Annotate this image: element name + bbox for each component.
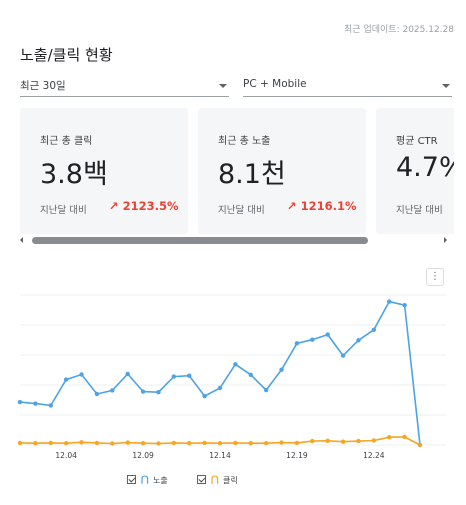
data-point — [187, 441, 192, 446]
card-compare-label: 지난달 대비 — [218, 205, 265, 216]
data-point — [140, 441, 146, 446]
data-point — [110, 441, 115, 446]
data-point — [171, 440, 177, 446]
data-point — [63, 441, 69, 446]
checkbox-checked-icon[interactable] — [127, 475, 136, 484]
x-tick-label: 12.04 — [55, 451, 77, 460]
data-point — [325, 438, 330, 443]
data-point — [233, 362, 238, 367]
line-chart: 12.04 12.09 12.14 12.19 12.24 — [17, 294, 446, 460]
data-point — [217, 441, 223, 446]
x-tick-label: 12.14 — [209, 451, 231, 460]
data-point — [387, 299, 392, 304]
data-point — [33, 441, 38, 446]
legend-label: 노출 — [153, 476, 168, 485]
data-point — [263, 387, 269, 393]
data-point — [248, 372, 253, 377]
data-point — [202, 440, 207, 446]
series-swatch-icon: ⋂ — [211, 475, 219, 485]
legend-item-impressions[interactable]: ⋂ 노출 — [127, 475, 177, 487]
more-vert-icon: ⋮ — [430, 271, 440, 282]
data-point — [248, 441, 253, 446]
data-point — [340, 439, 346, 444]
data-point — [356, 338, 361, 343]
data-point — [325, 332, 330, 337]
data-point — [171, 374, 177, 379]
horizontal-scrollbar-thumb[interactable] — [32, 237, 368, 244]
data-point — [33, 401, 38, 406]
page-title: 노출/클릭 현황 — [20, 46, 113, 64]
data-point — [17, 399, 23, 405]
legend-item-clicks[interactable]: ⋂ 클릭 — [197, 475, 247, 487]
data-point — [156, 390, 161, 395]
data-point — [340, 353, 346, 358]
data-point — [110, 388, 115, 393]
data-point — [417, 442, 423, 448]
data-point — [279, 440, 284, 445]
data-point — [294, 440, 300, 446]
series-swatch-icon: ⋂ — [141, 475, 149, 485]
device-select[interactable]: PC + Mobile — [243, 78, 452, 97]
data-point — [17, 440, 23, 446]
data-point — [63, 377, 69, 382]
device-select-value: PC + Mobile — [243, 78, 307, 90]
data-point — [48, 440, 53, 446]
data-point — [263, 441, 269, 446]
chart-series — [17, 299, 423, 448]
data-point — [79, 440, 84, 445]
x-tick-label: 12.19 — [286, 451, 308, 460]
scroll-left-arrow[interactable] — [20, 237, 23, 243]
card-delta: ↗ 1216.1% — [287, 199, 357, 213]
card-compare-label: 지난달 대비 — [40, 205, 87, 216]
data-point — [279, 367, 284, 372]
data-point — [217, 385, 223, 391]
card-total-clicks: 최근 총 클릭 3.8백 지난달 대비 ↗ 2123.5% — [20, 108, 188, 234]
card-total-impressions: 최근 총 노출 8.1천 지난달 대비 ↗ 1216.1% — [198, 108, 366, 234]
data-point — [140, 389, 146, 394]
data-point — [202, 393, 207, 399]
data-point — [233, 440, 238, 446]
data-point — [48, 403, 53, 408]
x-axis-ticks: 12.04 12.09 12.14 12.19 12.24 — [55, 451, 384, 460]
chart-grid — [20, 294, 446, 446]
card-average-ctr: 평균 CTR 4.7% 지난달 대비 — [376, 108, 454, 234]
data-point — [294, 341, 300, 346]
data-point — [310, 337, 315, 342]
chevron-down-icon — [219, 84, 227, 88]
data-point — [156, 441, 161, 446]
card-compare-label: 지난달 대비 — [396, 205, 443, 216]
data-point — [402, 434, 407, 440]
data-point — [94, 440, 100, 446]
data-point — [371, 327, 377, 332]
chevron-down-icon — [442, 84, 450, 88]
card-value: 3.8백 — [40, 159, 108, 190]
data-point — [310, 438, 315, 444]
data-point — [402, 303, 407, 308]
checkbox-checked-icon[interactable] — [197, 475, 206, 484]
chart-menu-button[interactable]: ⋮ — [426, 268, 444, 286]
data-point — [94, 391, 100, 397]
data-point — [356, 438, 361, 444]
period-select-value: 최근 30일 — [20, 80, 66, 92]
data-point — [371, 438, 377, 443]
card-value: 4.7% — [396, 152, 454, 183]
data-point — [125, 440, 130, 445]
card-label: 평균 CTR — [396, 136, 438, 147]
data-point — [387, 435, 392, 440]
legend-label: 클릭 — [223, 476, 238, 485]
card-label: 최근 총 클릭 — [40, 136, 93, 147]
summary-cards: 최근 총 클릭 3.8백 지난달 대비 ↗ 2123.5% 최근 총 노출 8.… — [20, 108, 454, 234]
scroll-right-arrow[interactable] — [444, 237, 447, 243]
x-tick-label: 12.24 — [363, 451, 385, 460]
data-point — [125, 371, 130, 377]
last-updated: 최근 업데이트: 2025.12.28 — [344, 25, 454, 35]
data-point — [187, 373, 192, 378]
x-tick-label: 12.09 — [132, 451, 154, 460]
period-select[interactable]: 최근 30일 — [20, 78, 229, 97]
card-value: 8.1천 — [218, 159, 286, 190]
card-delta: ↗ 2123.5% — [109, 199, 179, 213]
data-point — [79, 372, 84, 377]
card-label: 최근 총 노출 — [218, 136, 271, 147]
